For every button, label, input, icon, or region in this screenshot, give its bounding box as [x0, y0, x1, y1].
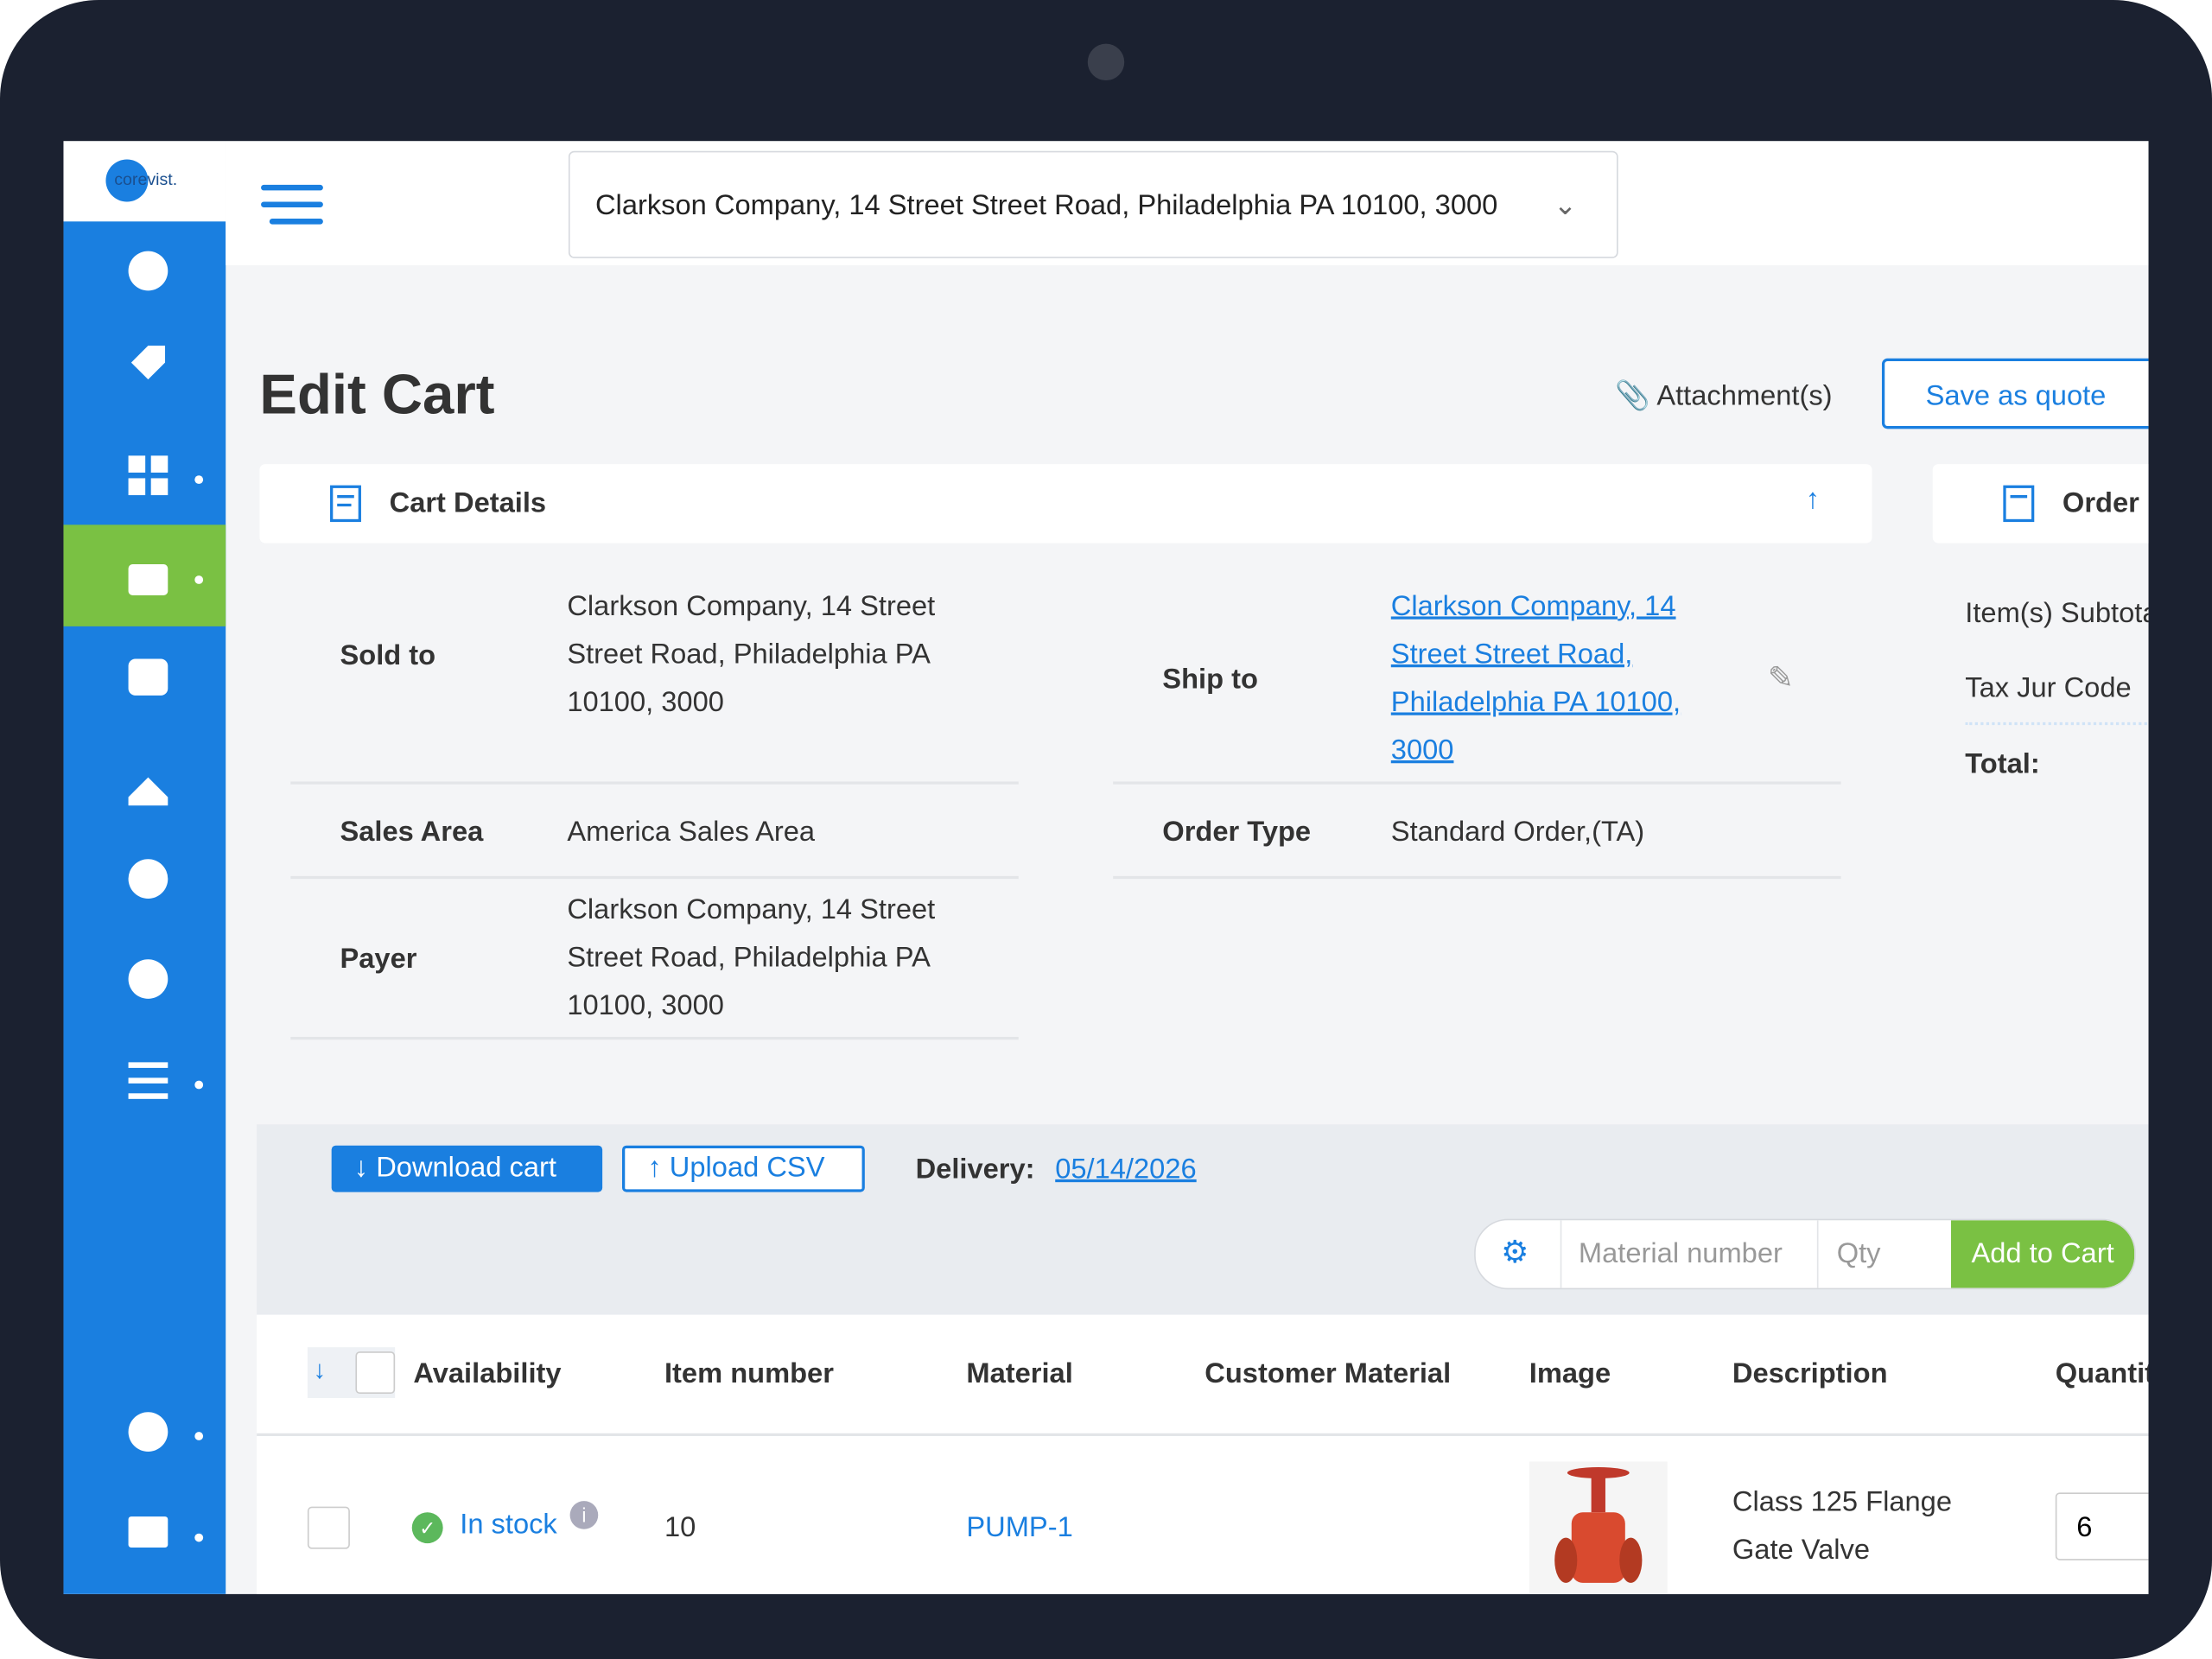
column-header[interactable]: Availability — [413, 1358, 562, 1390]
column-header[interactable]: Material — [966, 1358, 1073, 1390]
download-label: Download cart — [376, 1152, 556, 1184]
filter-icon[interactable]: ⚙ — [1501, 1234, 1529, 1270]
save-quote-button[interactable]: Save as quote — [1881, 358, 2149, 429]
column-header[interactable]: Customer Material — [1205, 1358, 1452, 1390]
section-title: Order — [2062, 487, 2139, 519]
ship-to-link[interactable]: Clarkson Company, 14 Street Street Road,… — [1390, 591, 1681, 766]
row-checkbox[interactable] — [307, 1506, 350, 1549]
upload-button[interactable]: ↑ Upload CSV — [621, 1145, 865, 1192]
column-header[interactable]: Description — [1732, 1358, 1888, 1390]
tax-label: Tax Jur Code — [1965, 672, 2132, 704]
download-button[interactable]: ↓ Download cart — [331, 1145, 603, 1192]
nav-lists[interactable] — [128, 1062, 168, 1068]
subtotal-label: Item(s) Subtotal — [1965, 598, 2149, 630]
field-label: Sold to — [340, 640, 436, 672]
divider — [1113, 875, 1841, 880]
nav-catalog[interactable] — [128, 455, 146, 473]
item-number: 10 — [664, 1512, 696, 1544]
doc-icon — [330, 485, 361, 523]
add-button[interactable]: Add to Cart — [1950, 1220, 2135, 1288]
order-summary-header: Order — [1932, 464, 2149, 543]
table-row: ✓ In stock i 10 PUMP-1 Class 125 Flange … — [257, 1436, 2149, 1594]
field-label: Payer — [340, 944, 417, 976]
sidebar — [63, 221, 226, 1594]
product-image — [1529, 1461, 1668, 1594]
logo-area: corevist. — [63, 141, 226, 222]
qty-input[interactable]: Qty — [1836, 1238, 1881, 1270]
doc-icon — [2003, 485, 2035, 523]
upload-label: Upload CSV — [669, 1152, 825, 1184]
field-label: Ship to — [1162, 664, 1258, 696]
field-value: Standard Order,(TA) — [1390, 817, 1645, 849]
delivery-date[interactable]: 05/14/2026 — [1055, 1154, 1197, 1185]
quantity-input[interactable]: 6 — [2055, 1492, 2149, 1560]
availability: In stock — [460, 1509, 557, 1541]
camera — [1087, 43, 1125, 81]
table-header: ↓ Availability Item number Material Cust… — [257, 1314, 2149, 1437]
nav-support[interactable] — [128, 1412, 168, 1452]
description: Class 125 Flange Gate Valve — [1732, 1486, 1953, 1567]
nav-invoices[interactable] — [128, 859, 168, 899]
logo: corevist. — [114, 168, 178, 189]
chevron: ⌄ — [1553, 190, 1578, 222]
divider — [1113, 781, 1841, 785]
nav-tags[interactable] — [130, 345, 166, 380]
divider — [290, 1036, 1019, 1040]
column-header[interactable]: Quantity — [2055, 1358, 2149, 1390]
logo-circle — [105, 159, 149, 202]
top-bar: Clarkson Company, 14 Street Street Road,… — [226, 141, 2149, 265]
collapse-arrow[interactable]: ↑ — [1805, 483, 1821, 515]
address-select[interactable]: Clarkson Company, 14 Street Street Road,… — [568, 150, 1618, 258]
attachments-label: Attachment(s) — [1656, 380, 1833, 412]
page-title: Edit Cart — [259, 364, 495, 427]
field-value: Clarkson Company, 14 Street Street Road,… — [567, 591, 936, 719]
info-icon[interactable]: i — [569, 1501, 599, 1529]
field-value: America Sales Area — [567, 817, 816, 849]
cart-details-header[interactable]: Cart Details ↑ — [259, 464, 1872, 543]
divider — [1965, 721, 2149, 726]
menu-button[interactable] — [261, 183, 326, 226]
section-title: Cart Details — [389, 487, 547, 519]
nav-deliveries[interactable] — [128, 777, 168, 806]
material-link[interactable]: PUMP-1 — [966, 1512, 1073, 1544]
screen: corevist. Clarkson Company, 14 Street St… — [63, 141, 2149, 1594]
column-header[interactable]: Image — [1529, 1358, 1611, 1390]
quick-add: ⚙ Material number Qty Add to Cart — [1474, 1218, 2136, 1290]
nav-cart[interactable] — [128, 564, 168, 595]
nav-orders[interactable] — [128, 658, 168, 696]
stock-icon: ✓ — [411, 1512, 443, 1544]
field-label: Sales Area — [340, 817, 484, 849]
nav-payments[interactable] — [128, 959, 168, 999]
field-value: Clarkson Company, 14 Street Street Road,… — [567, 894, 936, 1022]
field-label: Order Type — [1162, 817, 1312, 849]
nav-feedback[interactable] — [128, 1516, 168, 1548]
delivery-label: Delivery: — [915, 1154, 1035, 1185]
edit-icon[interactable]: ✎ — [1767, 660, 1794, 696]
address: Clarkson Company, 14 Street Street Road,… — [594, 190, 1498, 222]
select-all[interactable]: ↓ — [307, 1347, 396, 1398]
nav-dashboard[interactable] — [128, 251, 168, 291]
divider — [290, 875, 1019, 880]
attachments[interactable]: 📎 Attachment(s) — [1615, 380, 1833, 412]
column-header[interactable]: Item number — [664, 1358, 834, 1390]
nav-icons — [128, 251, 204, 1548]
divider — [290, 781, 1019, 785]
material-input[interactable]: Material number — [1560, 1220, 1819, 1288]
total-label: Total: — [1965, 748, 2040, 780]
